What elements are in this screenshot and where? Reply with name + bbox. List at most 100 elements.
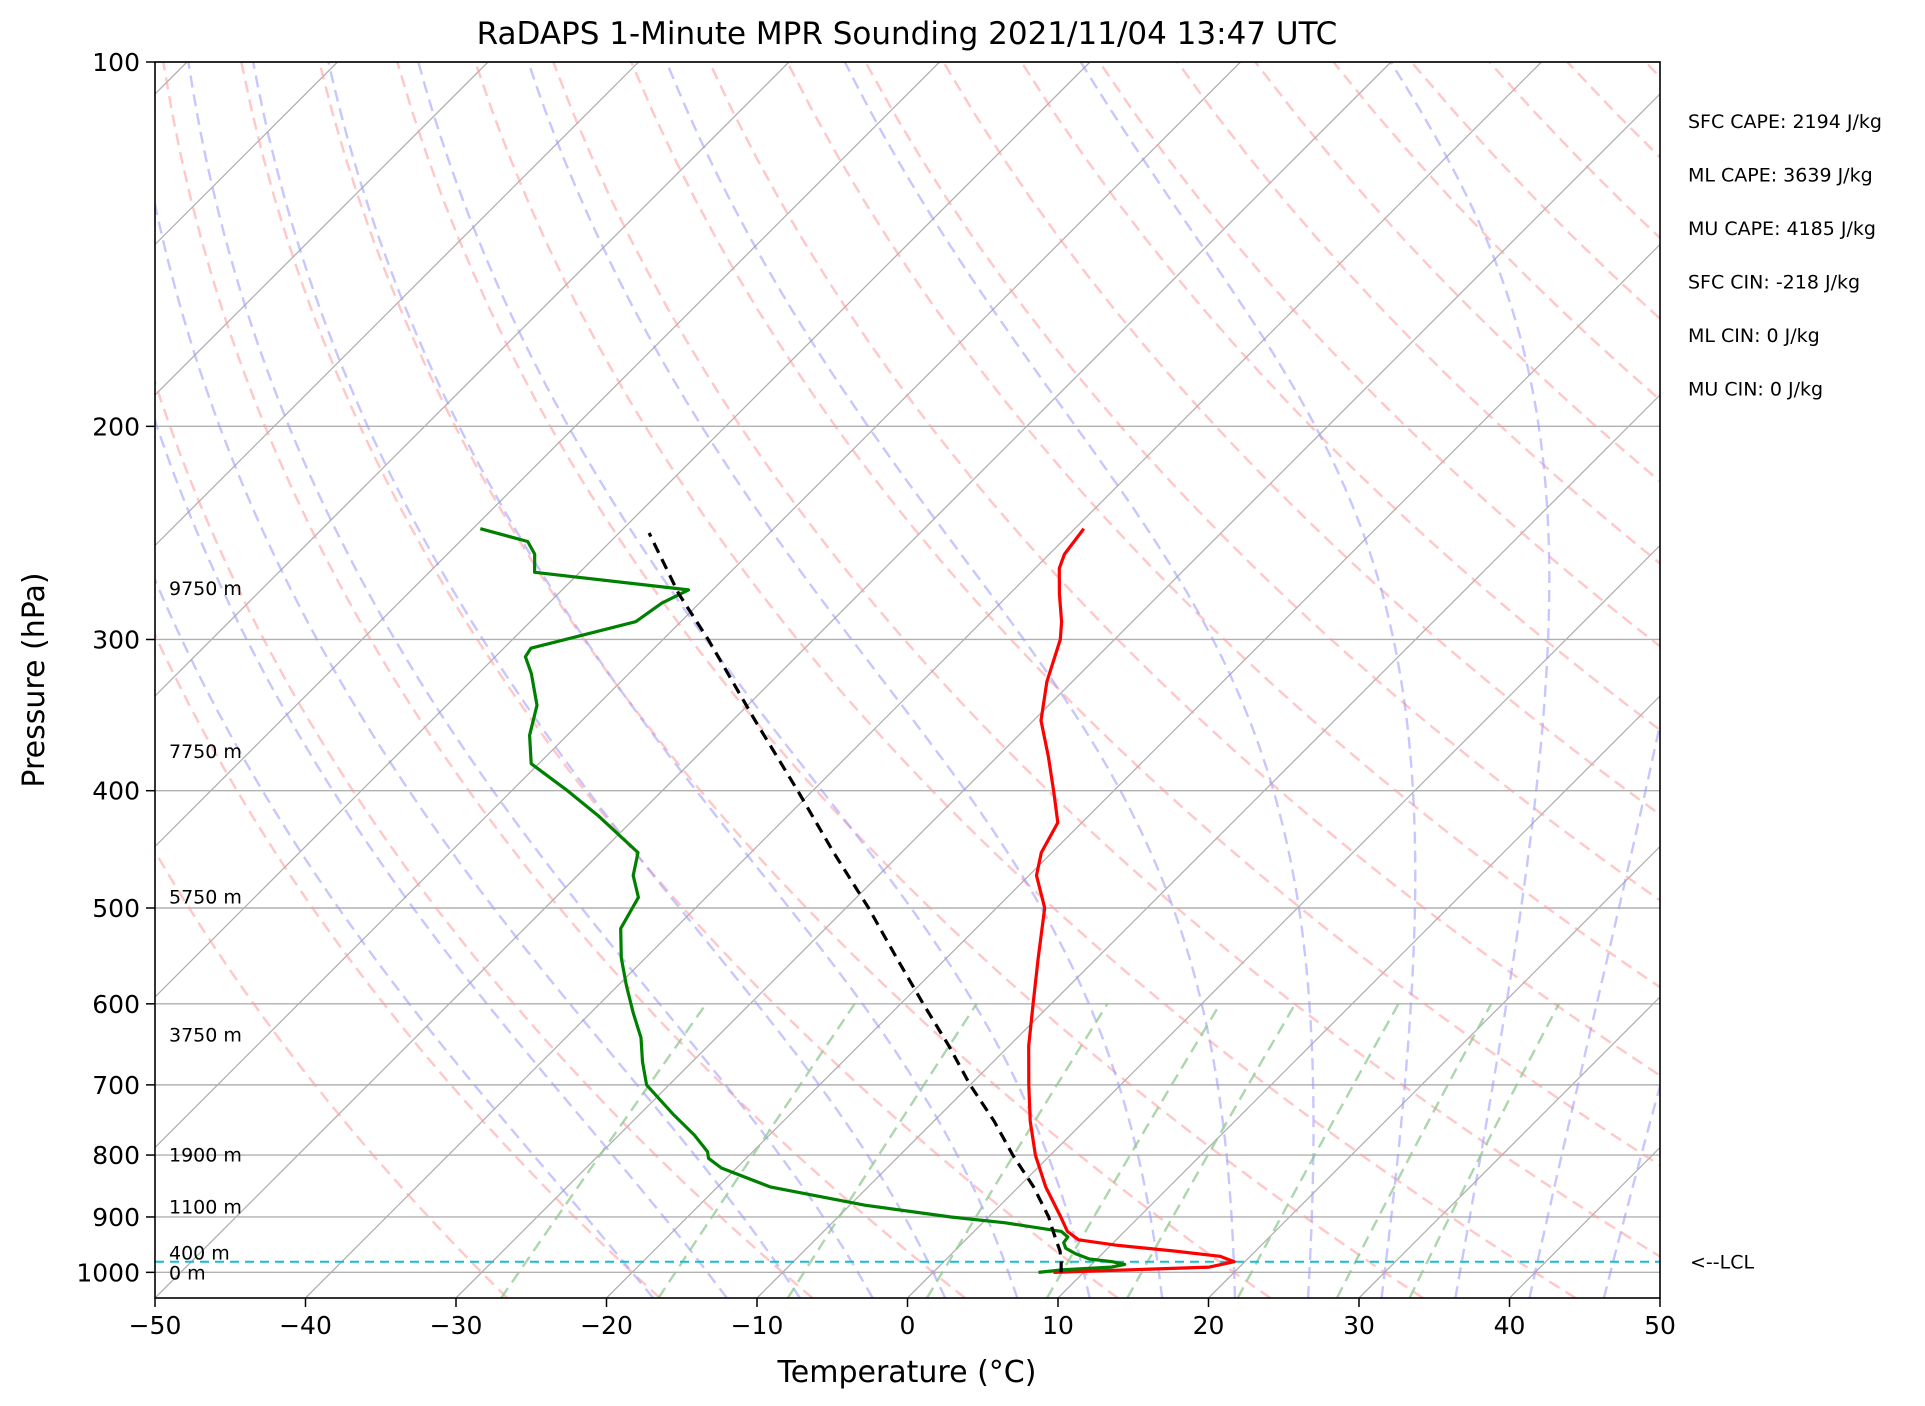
dry-adiabat-line — [786, 62, 1660, 989]
isotherm-line — [1659, 1297, 1660, 1298]
x-tick-label: −10 — [731, 1311, 784, 1340]
reference-lines — [155, 62, 1925, 1298]
horizontal-gridlines — [155, 61, 1660, 1274]
moist-adiabat-line — [252, 62, 947, 1298]
dry-adiabat-line — [1332, 62, 1660, 402]
isotherm-line — [155, 62, 1241, 1149]
height-label: 3750 m — [169, 1024, 242, 1046]
stat-line: ML CAPE: 3639 J/kg — [1688, 165, 1873, 187]
moist-adiabat-line — [327, 62, 1019, 1298]
height-label: 0 m — [169, 1262, 206, 1284]
isotherm-line — [155, 62, 790, 697]
y-tick-label: 200 — [92, 412, 140, 441]
height-label: 400 m — [169, 1243, 230, 1265]
y-tick-label: 900 — [92, 1203, 140, 1232]
mixing-ratio-line — [1335, 1003, 1493, 1298]
y-tick-label: 600 — [92, 990, 140, 1019]
dry-adiabat-line — [1723, 62, 1925, 1298]
moist-adiabat-line — [155, 198, 801, 1298]
height-label: 9750 m — [169, 578, 242, 600]
dry-adiabat-line — [1801, 62, 1925, 1298]
isotherm-line — [756, 394, 1660, 1298]
isotherm-line — [1057, 695, 1660, 1298]
moist-adiabat-line — [187, 62, 874, 1298]
dry-adiabat-line — [1410, 62, 1660, 321]
dry-adiabat-line — [1644, 62, 1660, 79]
y-axis-label: Pressure (hPa) — [17, 572, 52, 787]
x-axis-label: Temperature (°C) — [777, 1355, 1037, 1390]
x-tick-label: −20 — [580, 1311, 633, 1340]
moist-adiabat-line — [155, 576, 655, 1298]
mixing-ratio-line — [1408, 1003, 1560, 1298]
isotherm-line — [155, 62, 940, 848]
chart-title: RaDAPS 1-Minute MPR Sounding 2021/11/04 … — [477, 16, 1338, 52]
dry-adiabat-line — [552, 62, 1660, 1258]
isotherm-line — [455, 93, 1660, 1298]
dry-adiabat-line — [708, 62, 1660, 1077]
isotherm-line — [155, 62, 639, 547]
mixing-ratio-line — [1236, 1003, 1400, 1298]
y-tick-label: 700 — [92, 1071, 140, 1100]
dry-adiabat-line — [1566, 62, 1660, 160]
sounding-series — [479, 527, 1236, 1274]
dry-adiabat-line — [162, 62, 966, 1298]
lcl-label: <--LCL — [1690, 1252, 1754, 1274]
y-tick-label: 1000 — [76, 1258, 140, 1287]
stat-line: MU CAPE: 4185 J/kg — [1688, 218, 1876, 240]
mixing-ratio-line — [500, 1003, 708, 1298]
dry-adiabat-line — [864, 62, 1660, 902]
moist-adiabat-line — [1079, 62, 1417, 1298]
mixing-ratio-line — [657, 1003, 856, 1298]
x-tick-label: 30 — [1343, 1311, 1375, 1340]
moist-adiabat-line — [155, 416, 728, 1298]
y-tick-label: 500 — [92, 894, 140, 923]
stat-line: SFC CIN: -218 J/kg — [1688, 272, 1860, 294]
height-label: 1100 m — [169, 1196, 242, 1218]
isotherm-line — [907, 544, 1660, 1298]
y-tick-label: 300 — [92, 625, 140, 654]
moist-adiabat-line — [1602, 1081, 1660, 1298]
height-label: 1900 m — [169, 1144, 242, 1166]
mixing-ratio-line — [1045, 1003, 1222, 1298]
mixing-ratio-line — [786, 1003, 978, 1298]
moist-adiabat-line — [1679, 62, 1925, 1298]
y-tick-label: 800 — [92, 1141, 140, 1170]
isotherm-line — [1358, 996, 1660, 1298]
mixing-ratio-line — [925, 1003, 1109, 1298]
stat-line: MU CIN: 0 J/kg — [1688, 379, 1823, 401]
x-tick-label: −40 — [279, 1311, 332, 1340]
y-tick-label: 400 — [92, 777, 140, 806]
dry-adiabat-line — [1488, 62, 1660, 240]
moist-adiabat-line — [1528, 718, 1660, 1298]
dry-adiabat-line — [155, 378, 814, 1298]
dry-adiabat-line — [240, 62, 1119, 1298]
x-tick-label: 20 — [1193, 1311, 1225, 1340]
axes-ticks: −50 −40 −30 −20 −10 0 10 20 30 40 50 100 200 300 400 50… — [76, 48, 1676, 1340]
dry-adiabat-line — [474, 62, 1577, 1298]
y-tick-label: 100 — [92, 48, 140, 77]
x-tick-label: 40 — [1494, 1311, 1526, 1340]
stat-line: SFC CAPE: 2194 J/kg — [1688, 111, 1882, 133]
isotherm-line — [305, 62, 1542, 1298]
height-label: 7750 m — [169, 741, 242, 763]
stability-indices: SFC CAPE: 2194 J/kg ML CAPE: 3639 J/kg MU … — [1688, 111, 1882, 401]
dry-adiabat-line — [1176, 62, 1660, 565]
height-labels: 9750 m 7750 m 5750 m 3750 m 1900 m 1100 m 400 … — [169, 578, 242, 1284]
stat-line: ML CIN: 0 J/kg — [1688, 325, 1820, 347]
moist-adiabat-line — [417, 62, 1091, 1298]
dry-adiabat-line — [396, 62, 1424, 1298]
moist-adiabat-line — [843, 62, 1315, 1298]
temperature-line — [1027, 527, 1236, 1274]
dry-adiabat-line — [1879, 62, 1925, 1298]
dry-adiabat-line — [1020, 62, 1660, 732]
moist-adiabat-line — [665, 62, 1237, 1298]
dry-adiabat-line — [630, 62, 1660, 1167]
moist-adiabat-line — [1389, 62, 1551, 1298]
isotherm-line — [606, 243, 1660, 1298]
isotherm-line — [1208, 845, 1660, 1298]
isotherm-line — [155, 62, 1091, 998]
dry-adiabat-line — [155, 849, 509, 1298]
dry-adiabat-line — [155, 632, 661, 1298]
dry-adiabat-line — [318, 62, 1272, 1298]
